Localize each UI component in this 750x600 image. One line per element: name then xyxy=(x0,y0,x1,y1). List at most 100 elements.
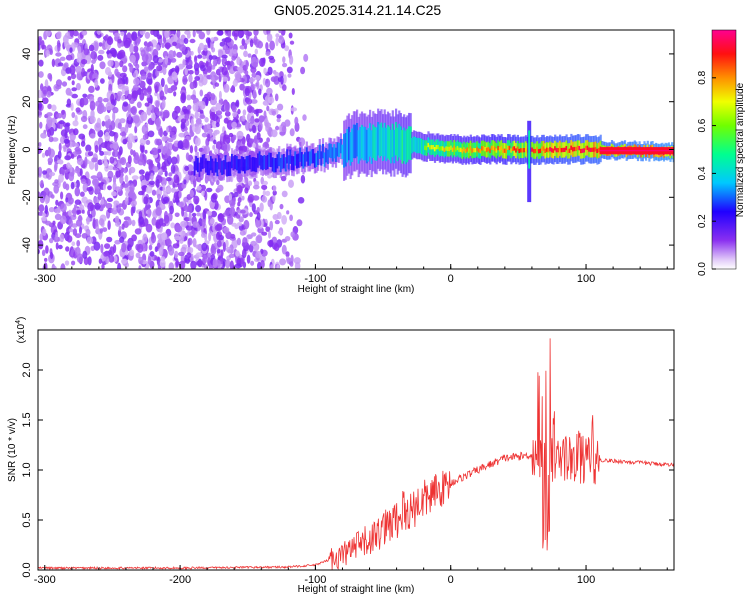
noise-mark xyxy=(168,246,175,256)
noise-mark xyxy=(195,205,202,213)
band-mark xyxy=(227,161,230,176)
noise-mark xyxy=(216,248,221,254)
noise-mark xyxy=(193,195,200,205)
band-core-mark xyxy=(487,147,490,152)
noise-mark xyxy=(74,246,81,256)
noise-mark xyxy=(257,227,264,234)
noise-mark xyxy=(232,49,238,54)
noise-mark xyxy=(285,251,290,258)
x-tick-label: -100 xyxy=(304,273,326,285)
noise-mark xyxy=(191,228,195,238)
noise-mark xyxy=(51,58,56,68)
noise-mark xyxy=(82,93,88,98)
noise-mark xyxy=(149,180,155,186)
noise-mark xyxy=(268,55,275,60)
noise-mark xyxy=(201,132,208,138)
noise-mark xyxy=(200,64,206,72)
noise-mark xyxy=(74,114,78,122)
noise-mark xyxy=(130,149,134,156)
band-mark xyxy=(256,153,260,168)
noise-mark xyxy=(96,172,102,178)
noise-mark xyxy=(71,80,75,86)
noise-mark xyxy=(147,208,151,218)
noise-mark xyxy=(60,191,64,200)
band-mark xyxy=(289,149,292,164)
noise-mark xyxy=(194,76,201,81)
noise-mark xyxy=(300,174,306,184)
noise-mark xyxy=(143,66,149,72)
band-core-mark xyxy=(521,148,524,153)
noise-mark xyxy=(131,31,138,41)
noise-mark xyxy=(76,240,81,247)
noise-mark xyxy=(151,147,159,156)
noise-mark xyxy=(66,235,73,243)
noise-mark xyxy=(278,30,283,34)
band-mark xyxy=(195,156,198,171)
noise-mark xyxy=(38,59,44,67)
noise-mark xyxy=(128,114,132,121)
band-core-mark xyxy=(559,146,562,151)
noise-mark xyxy=(280,75,284,85)
noise-mark xyxy=(161,232,168,241)
band-mark xyxy=(357,130,360,164)
noise-mark xyxy=(173,91,177,97)
noise-mark xyxy=(267,66,273,76)
noise-mark xyxy=(183,37,189,45)
band-mark xyxy=(391,123,394,158)
band-core-mark xyxy=(502,148,505,153)
noise-mark xyxy=(111,73,115,84)
band-core-mark xyxy=(596,148,599,153)
noise-mark xyxy=(147,78,153,86)
noise-mark xyxy=(155,44,160,51)
noise-mark xyxy=(211,76,215,83)
noise-mark xyxy=(248,243,254,253)
noise-mark xyxy=(187,170,194,176)
noise-mark xyxy=(243,219,250,230)
band-core-mark xyxy=(446,146,450,151)
band-core-mark xyxy=(513,146,516,151)
noise-mark xyxy=(103,160,109,167)
noise-mark xyxy=(129,183,135,193)
noise-mark xyxy=(141,124,149,135)
noise-mark xyxy=(265,78,271,88)
band-core-mark xyxy=(581,148,584,153)
snr-plot: -300 -200 -100 0 100 0.0 0.5 1.0 1.5 2.0 Height … xyxy=(7,317,675,595)
band-core-mark xyxy=(435,145,438,150)
noise-mark xyxy=(112,106,119,114)
band-mark xyxy=(273,158,276,173)
band-mark xyxy=(385,127,388,162)
noise-mark xyxy=(87,256,92,266)
noise-mark xyxy=(222,76,228,82)
colorbar: 0.0 0.2 0.4 0.6 0.8 Normalized spectral ampl… xyxy=(697,29,746,276)
noise-mark xyxy=(131,105,137,116)
noise-mark xyxy=(270,264,274,269)
band-core-mark xyxy=(580,148,583,154)
noise-mark xyxy=(180,110,184,116)
noise-mark xyxy=(185,152,190,161)
noise-mark xyxy=(251,124,256,134)
band-mark xyxy=(198,162,201,177)
noise-mark xyxy=(114,186,122,192)
noise-mark xyxy=(105,67,111,76)
band-mark xyxy=(193,161,196,176)
noise-mark xyxy=(150,30,155,35)
noise-mark xyxy=(98,258,103,265)
band-core-mark xyxy=(524,146,528,152)
noise-mark xyxy=(94,144,99,153)
noise-mark xyxy=(118,225,122,232)
noise-mark xyxy=(233,191,239,198)
noise-mark xyxy=(79,168,83,177)
noise-mark xyxy=(192,238,197,248)
noise-mark xyxy=(206,30,211,36)
noise-mark xyxy=(274,93,279,102)
noise-mark xyxy=(128,62,132,67)
noise-mark xyxy=(120,95,126,101)
noise-mark xyxy=(94,202,101,210)
noise-mark xyxy=(258,121,263,131)
noise-mark xyxy=(40,132,47,139)
noise-mark xyxy=(97,159,103,166)
noise-mark xyxy=(289,40,295,45)
chart-title: GN05.2025.314.21.14.C25 xyxy=(273,2,442,18)
noise-mark xyxy=(241,195,245,201)
band-mark xyxy=(390,129,393,164)
